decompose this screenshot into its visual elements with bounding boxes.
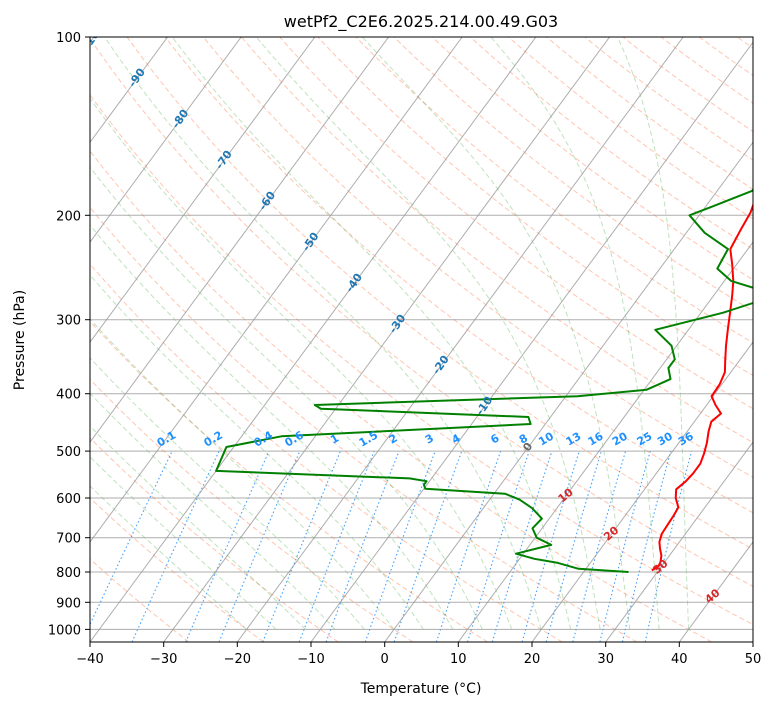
isotherm-label: -30 bbox=[386, 312, 408, 336]
y-axis-label: Pressure (hPa) bbox=[12, 290, 28, 390]
y-tick-label: 100 bbox=[56, 31, 81, 46]
x-tick-label: 40 bbox=[671, 652, 688, 667]
mixing-ratio-line bbox=[468, 451, 530, 642]
mixing-ratio-line bbox=[546, 451, 601, 642]
dry-adiabat bbox=[13, 37, 712, 642]
moist-adiabat bbox=[25, 138, 453, 630]
mixing-ratio-label: 36 bbox=[676, 429, 696, 448]
dry-adiabat bbox=[509, 37, 775, 642]
mixing-ratio-label: 0.4 bbox=[252, 428, 276, 449]
mixing-ratio-line bbox=[263, 451, 341, 642]
x-tick-label: 20 bbox=[524, 652, 541, 667]
dry-adiabat-label: 30 bbox=[650, 557, 670, 577]
y-tick-label: 700 bbox=[56, 532, 81, 547]
y-tick-label: 400 bbox=[56, 388, 81, 403]
isotherm-line bbox=[164, 37, 610, 642]
isotherm-label: -20 bbox=[430, 353, 452, 377]
moist-adiabat bbox=[617, 37, 688, 629]
mixing-ratio-line bbox=[326, 451, 399, 642]
y-tick-label: 800 bbox=[56, 566, 81, 581]
y-tick-label: 500 bbox=[56, 445, 81, 460]
x-tick-label: 50 bbox=[745, 652, 762, 667]
isotherm-line bbox=[16, 37, 462, 642]
moist-adiabat bbox=[0, 267, 276, 630]
mixing-ratio-label: 3 bbox=[423, 432, 436, 447]
y-tick-label: 900 bbox=[56, 596, 81, 611]
isotherm-label: -40 bbox=[343, 271, 365, 295]
isotherm-line bbox=[753, 37, 775, 642]
x-tick-label: 30 bbox=[597, 652, 614, 667]
dry-adiabat bbox=[0, 37, 488, 642]
mixing-ratio-line bbox=[82, 451, 172, 642]
mixing-ratio-label: 0.2 bbox=[202, 429, 225, 450]
mixing-ratio-line bbox=[365, 451, 435, 642]
mixing-ratio-line bbox=[622, 451, 670, 642]
dry-adiabat-label: 40 bbox=[702, 586, 722, 606]
mixing-ratio-line bbox=[600, 451, 650, 642]
mixing-ratio-line bbox=[394, 451, 462, 642]
dry-adiabat bbox=[432, 37, 775, 642]
mixing-ratio-line bbox=[522, 451, 579, 642]
dry-adiabat bbox=[0, 37, 338, 642]
dry-adiabat bbox=[737, 37, 775, 642]
y-tick-label: 1000 bbox=[48, 623, 81, 638]
dry-adiabat-label: 10 bbox=[556, 485, 576, 505]
isotherm-line bbox=[385, 37, 775, 642]
y-tick-label: 600 bbox=[56, 492, 81, 507]
isotherm-label: -90 bbox=[126, 66, 148, 90]
x-tick-label: −30 bbox=[150, 652, 177, 667]
x-tick-label: −40 bbox=[76, 652, 103, 667]
mixing-ratio-label: 25 bbox=[635, 430, 655, 449]
dry-adiabat bbox=[699, 37, 775, 642]
temperature-profile bbox=[652, 37, 775, 570]
isotherm-line bbox=[90, 37, 536, 642]
y-tick-label: 300 bbox=[56, 314, 81, 329]
x-tick-label: 10 bbox=[450, 652, 467, 667]
moist-adiabat bbox=[0, 210, 365, 629]
dry-adiabat bbox=[0, 37, 637, 642]
moist-adiabat bbox=[172, 37, 571, 629]
mixing-ratio-label: 13 bbox=[564, 430, 584, 449]
moist-adiabat bbox=[0, 283, 247, 630]
dry-adiabat bbox=[623, 37, 775, 642]
isotherm-line bbox=[0, 37, 241, 642]
dry-adiabat bbox=[661, 37, 775, 642]
isotherm-label: -80 bbox=[169, 107, 191, 131]
isotherm-label: -50 bbox=[300, 230, 322, 254]
plot-frame bbox=[90, 37, 753, 642]
mixing-ratio-line bbox=[436, 451, 500, 642]
dry-adiabat bbox=[165, 37, 775, 642]
isotherm-label: -70 bbox=[213, 148, 235, 172]
isotherm-line bbox=[0, 37, 389, 642]
isotherm-line bbox=[237, 37, 683, 642]
y-tick-label: 200 bbox=[56, 209, 81, 224]
moist-adiabat bbox=[48, 108, 483, 629]
x-tick-label: −10 bbox=[297, 652, 324, 667]
x-tick-label: 0 bbox=[381, 652, 389, 667]
mixing-ratio-line bbox=[219, 451, 300, 642]
x-axis-label: Temperature (°C) bbox=[360, 681, 482, 697]
dry-adiabat bbox=[0, 37, 562, 642]
moist-adiabat bbox=[362, 37, 629, 629]
mixing-ratio-label: 0.6 bbox=[282, 428, 306, 449]
x-tick-label: −20 bbox=[224, 652, 251, 667]
mixing-ratio-label: 30 bbox=[655, 429, 675, 448]
mixing-ratio-line bbox=[573, 451, 626, 642]
dry-adiabat bbox=[0, 37, 264, 642]
moist-adiabat bbox=[256, 37, 600, 629]
mixing-ratio-line bbox=[299, 451, 374, 642]
isotherm-line bbox=[532, 37, 775, 642]
chart-title: wetPf2_C2E6.2025.214.00.49.G03 bbox=[284, 12, 558, 32]
mixing-ratio-line bbox=[186, 451, 269, 642]
